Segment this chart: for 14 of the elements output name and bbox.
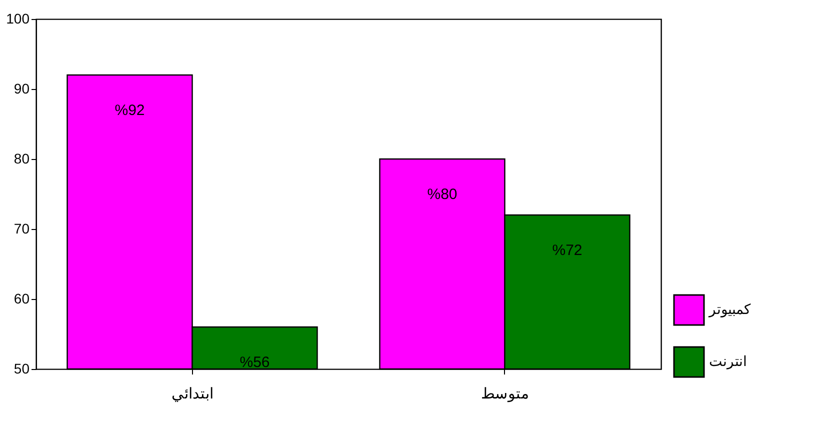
y-tick-label: 70 (14, 220, 30, 236)
y-tick-label: 50 (14, 360, 30, 376)
data-label: %92 (114, 102, 145, 119)
data-label: %72 (552, 242, 582, 259)
legend-label: كمبيوتر (708, 301, 751, 318)
y-tick-label: 90 (14, 80, 30, 96)
data-label: %80 (427, 186, 458, 203)
y-tick-label: 80 (14, 150, 30, 166)
y-tick-label: 60 (14, 290, 30, 306)
x-tick-label: ابتدائي (171, 386, 214, 402)
legend-label: انترنت (709, 353, 747, 370)
y-tick-label: 100 (6, 10, 30, 26)
data-label: %56 (240, 354, 270, 371)
x-tick-label: متوسط (480, 386, 529, 402)
